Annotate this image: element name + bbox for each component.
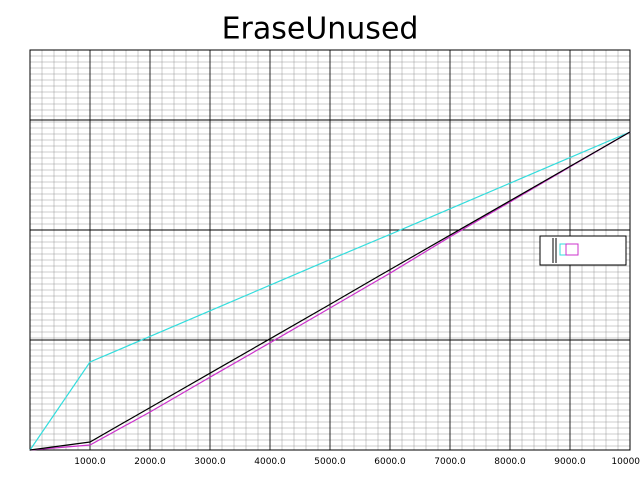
x-tick-label: 6000.0 <box>374 457 406 467</box>
x-tick-label: 3000.0 <box>194 457 226 467</box>
x-tick-label: 1000.0 <box>74 457 106 467</box>
series-line <box>29 131 631 451</box>
x-tick-label: 7000.0 <box>434 457 466 467</box>
x-tick-label: 2000.0 <box>134 457 166 467</box>
x-tick-label: 8000.0 <box>494 457 526 467</box>
legend <box>539 235 627 266</box>
chart-title: EraseUnused <box>222 12 419 47</box>
x-tick-label: 4000.0 <box>254 457 286 467</box>
legend-swatch <box>565 243 579 256</box>
x-tick-label: 9000.0 <box>554 457 586 467</box>
plot-frame <box>29 49 631 451</box>
grid <box>29 49 631 451</box>
x-tick-label: 10000.0 <box>611 457 640 467</box>
series-line <box>29 131 631 451</box>
x-tick-label: 5000.0 <box>314 457 346 467</box>
legend-box <box>539 235 627 266</box>
series-line <box>29 131 631 451</box>
